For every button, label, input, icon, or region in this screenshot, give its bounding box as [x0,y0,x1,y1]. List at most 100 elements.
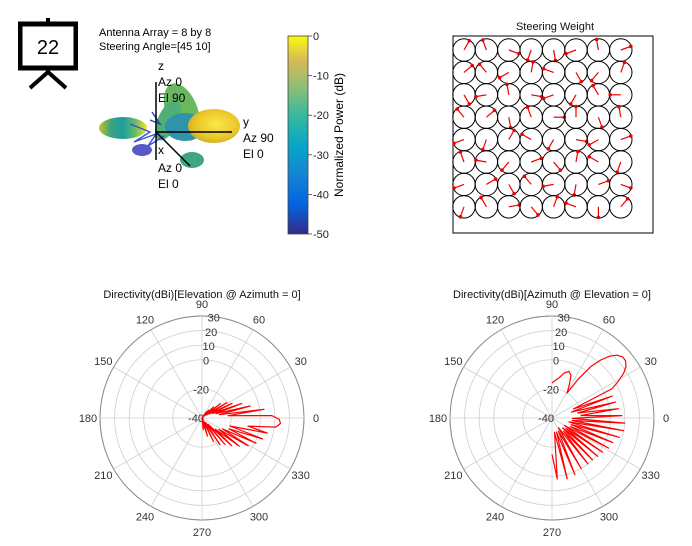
steering-weight-arrowhead [492,108,497,113]
steering-weight-arrowhead [497,75,502,80]
polar-azimuth-spoke [463,417,553,470]
slide-number: 22 [37,37,59,59]
polar-azimuth-radius-label: 0 [553,356,559,368]
polar-azimuth-angle-label: 270 [543,527,561,539]
x-axis-label: x [158,143,164,157]
steering-weight-arrowhead [541,66,546,71]
polar-azimuth-angle-label: 180 [429,413,447,425]
steering-weight-arrowhead [536,213,540,217]
polar-azimuth-title: Directivity(dBi)[Azimuth @ Elevation = 0… [453,289,651,301]
polar-azimuth-radius-label: -20 [543,384,559,396]
colorbar-tick-label: 0 [313,31,319,43]
steering-weight-arrowhead [474,158,478,162]
steering-weight-panel: Steering Weight [452,21,654,234]
steering-weight-arrowhead [452,186,456,190]
steering-weight-arrowhead [600,125,604,129]
easel-left-leg-icon [28,70,50,90]
polar-elevation-angle-label: 120 [136,314,154,326]
steering-weight-arrowhead [579,79,584,84]
steering-weight-arrowhead [470,63,474,68]
steering-weight-arrowhead [617,104,621,109]
steering-weight-arrowhead [576,149,580,154]
steering-weight-arrowhead [539,156,543,161]
steering-weight-arrowhead [615,170,619,174]
y-axis-az: Az 90 [243,131,274,145]
polar-elevation-spoke [113,417,203,470]
polar-azimuth-spoke [551,329,604,419]
steering-weight-arrowhead [608,93,612,97]
polar-elevation-spoke [201,329,254,419]
steering-weight-arrowhead [628,44,633,49]
steering-weight-arrowhead [525,105,530,110]
polar-azimuth-radius-label: 30 [558,313,570,325]
steering-weight-arrowhead [458,150,463,154]
polar-elevation-radius-label: -40 [188,413,204,425]
steering-weight-title: Steering Weight [516,21,594,33]
colorbar-tick-label: -40 [313,189,329,201]
steering-weight-arrowhead [558,168,563,172]
steering-weight-arrowhead [568,102,573,106]
steering-weight-arrowhead [606,178,611,183]
polar-azimuth-axes: 0 30 60 90 120 150 180 210 240 270 300 330 -40 -20 0 10… [429,299,669,539]
steering-weight-arrowhead [480,38,485,42]
polar-azimuth-angle-label: 120 [486,314,504,326]
x-axis-el: El 0 [158,177,179,191]
steering-weight-arrowhead [546,147,551,151]
steering-weight-arrowhead [480,147,485,152]
polar-elevation-angle-label: 330 [292,470,310,482]
polar-azimuth-angle-label: 330 [642,470,660,482]
polar-elevation-spoke [150,417,203,507]
steering-weight-arrowhead [564,51,568,56]
easel-right-leg-icon [46,70,68,90]
steering-weight-arrowhead [562,115,567,119]
steering-weight-arrowhead [479,195,483,200]
steering-weight-arrowhead [455,107,459,111]
steering-weight-arrowhead [452,141,456,146]
polar-elevation-angle-label: 270 [193,527,211,539]
steering-weight-arrowhead [541,96,546,101]
polar-azimuth-angle-label: 30 [645,356,657,368]
polar-elevation-angle-label: 60 [253,314,265,326]
polar-azimuth-angle-label: 0 [663,413,669,425]
slide-number-badge: 22 [18,18,78,90]
polar-elevation-angle-label: 300 [250,512,268,524]
steering-weight-arrowhead [596,215,601,220]
steering-weight-arrowhead [628,186,633,190]
array-element-circle [609,195,633,219]
steering-weight-arrowhead [589,78,594,83]
x-axis-line [155,131,191,167]
steering-weight-axes [452,35,654,234]
array-info-line: Antenna Array = 8 by 8 [99,27,211,39]
polar-elevation-radius-label: 30 [208,313,220,325]
polar-azimuth-spoke [500,329,553,419]
polar-elevation-angle-label: 90 [196,299,208,311]
polar-azimuth-spoke [463,366,553,419]
steering-weight-arrowhead [531,60,535,64]
polar-elevation-angle-label: 0 [313,413,319,425]
steering-weight-arrowhead [512,128,516,133]
polar-elevation-panel: Directivity(dBi)[Elevation @ Azimuth = 0… [79,289,319,539]
polar-elevation-radius-label: 10 [203,341,215,353]
polar-elevation-spoke [150,329,203,419]
colorbar: 0 -10 -20 -30 -40 -50 Normalized Power (dB) [287,31,346,241]
steering-weight-arrowhead [493,177,498,181]
steering-weight-arrowhead [628,134,633,138]
polar-elevation-spoke [201,417,254,507]
polar-azimuth-angle-label: 210 [444,470,462,482]
steering-weight-arrowhead [625,196,630,201]
pattern-3d-surface [99,83,240,168]
x-axis-az: Az 0 [158,161,182,175]
colorbar-tick-label: -20 [313,110,329,122]
steering-weight-arrowhead [587,154,591,159]
polar-elevation-angle-label: 240 [136,512,154,524]
colorbar-label: Normalized Power (dB) [332,73,346,197]
z-axis-label: z [158,59,164,73]
polar-elevation-angle-label: 210 [94,470,112,482]
polar-elevation-title: Directivity(dBi)[Elevation @ Azimuth = 0… [103,289,300,301]
polar-elevation-directivity-trace [201,402,282,447]
colorbar-ticks: 0 -10 -20 -30 -40 -50 [308,31,329,241]
z-axis-az: Az 0 [158,75,182,89]
polar-azimuth-angle-label: 90 [546,299,558,311]
steering-weight-arrowhead [520,132,524,137]
polar-azimuth-panel: Directivity(dBi)[Azimuth @ Elevation = 0… [429,289,669,539]
